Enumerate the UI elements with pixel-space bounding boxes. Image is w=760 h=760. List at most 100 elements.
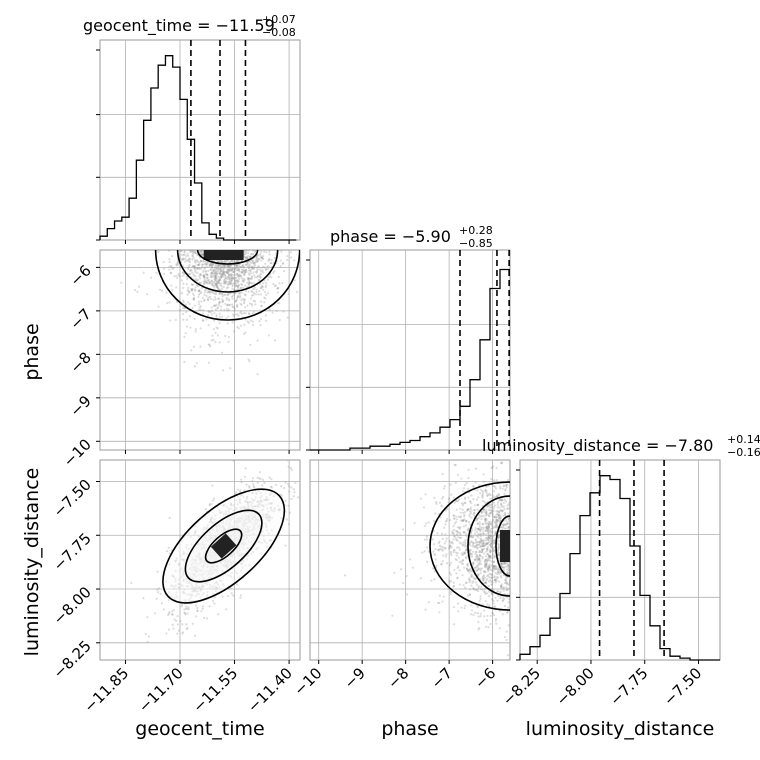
sample-point xyxy=(463,513,466,517)
sample-point xyxy=(247,283,251,286)
sample-point xyxy=(448,540,451,543)
sample-point xyxy=(237,265,241,268)
sample-point xyxy=(481,544,484,547)
sample-point xyxy=(243,298,246,301)
sample-point xyxy=(484,529,488,532)
sample-point xyxy=(480,550,483,554)
sample-point xyxy=(495,516,498,519)
sample-point xyxy=(484,517,487,520)
sample-point xyxy=(208,264,211,267)
sample-point xyxy=(217,278,221,282)
sample-point xyxy=(198,281,201,284)
sample-point xyxy=(503,508,506,511)
title-geocent-time: geocent_time = −11.59 +0.07 −0.08 xyxy=(83,13,296,39)
sample-point xyxy=(484,533,488,536)
sample-point xyxy=(299,485,300,489)
sample-point xyxy=(244,331,247,334)
sample-point xyxy=(476,543,479,547)
sample-point xyxy=(473,509,477,512)
sample-point xyxy=(437,549,440,552)
contour-level-2 xyxy=(162,488,286,604)
sample-point xyxy=(227,308,230,311)
sample-point xyxy=(206,298,209,302)
sample-point xyxy=(191,271,194,274)
sample-point xyxy=(484,488,487,491)
sample-point xyxy=(264,290,267,294)
sample-point xyxy=(212,327,215,331)
sample-point xyxy=(484,514,487,517)
sample-point xyxy=(461,504,464,507)
sample-point xyxy=(459,533,462,536)
sample-point xyxy=(233,260,236,263)
sample-point xyxy=(480,517,483,521)
sample-point xyxy=(477,586,480,589)
sample-point xyxy=(453,463,456,466)
sample-point xyxy=(452,514,455,517)
sample-point xyxy=(216,266,219,270)
sample-point xyxy=(202,280,205,283)
sample-point xyxy=(201,312,205,315)
sample-point xyxy=(254,276,257,279)
sample-point xyxy=(478,541,481,544)
sample-point xyxy=(222,267,225,270)
sample-point xyxy=(485,542,488,545)
sample-point xyxy=(461,574,464,577)
sample-point xyxy=(474,566,477,569)
sample-point xyxy=(287,523,290,526)
sample-point xyxy=(190,269,193,272)
sample-point xyxy=(230,281,233,284)
sample-point xyxy=(503,561,506,565)
sample-point xyxy=(461,490,464,493)
sample-point xyxy=(187,286,190,289)
sample-point xyxy=(277,287,280,290)
sample-point xyxy=(181,274,184,277)
sample-point xyxy=(472,580,475,583)
sample-point xyxy=(455,515,458,518)
sample-point xyxy=(470,569,473,572)
sample-point xyxy=(451,542,454,545)
sample-point xyxy=(456,473,459,476)
sample-point xyxy=(467,520,470,524)
sample-point xyxy=(245,256,248,259)
sample-point xyxy=(240,299,243,302)
sample-point xyxy=(239,596,242,599)
sample-point xyxy=(207,269,210,273)
sample-point xyxy=(464,604,467,607)
sample-point xyxy=(237,284,240,288)
sample-point xyxy=(472,566,475,570)
sample-point xyxy=(489,522,492,525)
sample-point xyxy=(483,561,486,564)
sample-point xyxy=(498,516,501,519)
sample-point xyxy=(487,535,490,539)
sample-point xyxy=(484,520,487,524)
sample-point xyxy=(171,613,174,616)
sample-point xyxy=(277,275,280,279)
sample-point xyxy=(491,520,494,523)
x-tick-label: −11.70 xyxy=(135,664,187,716)
sample-point xyxy=(487,584,490,588)
sample-point xyxy=(198,308,201,311)
sample-point xyxy=(193,268,197,271)
sample-point xyxy=(497,535,501,538)
sample-point xyxy=(286,483,290,486)
sample-point xyxy=(497,493,500,496)
sample-point xyxy=(497,510,500,513)
sample-point xyxy=(475,543,478,547)
sample-point xyxy=(232,273,235,277)
sample-point xyxy=(220,292,224,296)
sample-point xyxy=(449,593,452,596)
sample-point xyxy=(494,533,497,536)
sample-point xyxy=(508,598,510,601)
sample-point xyxy=(245,270,248,274)
sample-point xyxy=(237,327,240,330)
sample-point xyxy=(501,561,504,565)
sample-point xyxy=(205,281,208,284)
sample-point xyxy=(248,281,251,285)
sample-point xyxy=(211,484,214,487)
density-panel-geocent_time-phase xyxy=(99,249,301,451)
sample-point xyxy=(234,300,238,303)
sample-point xyxy=(402,581,405,585)
sample-point xyxy=(224,270,227,274)
sample-point xyxy=(478,551,481,554)
sample-point xyxy=(252,288,255,291)
